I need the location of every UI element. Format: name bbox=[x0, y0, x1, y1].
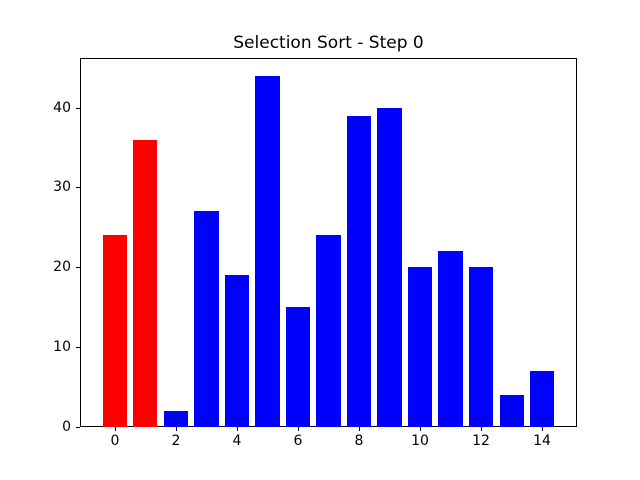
bar-6 bbox=[285, 307, 311, 427]
y-tick-label-30: 30 bbox=[53, 179, 71, 195]
x-tick-mark-8 bbox=[359, 427, 360, 431]
x-tick-mark-10 bbox=[420, 427, 421, 431]
y-tick-label-10: 10 bbox=[53, 339, 71, 355]
x-tick-label-8: 8 bbox=[354, 433, 364, 449]
y-tick-mark-10 bbox=[76, 347, 80, 348]
x-tick-label-2: 2 bbox=[171, 433, 181, 449]
y-tick-mark-20 bbox=[76, 267, 80, 268]
x-tick-label-14: 14 bbox=[533, 433, 551, 449]
x-tick-label-4: 4 bbox=[232, 433, 242, 449]
x-tick-mark-0 bbox=[115, 427, 116, 431]
x-tick-mark-2 bbox=[176, 427, 177, 431]
bar-13 bbox=[499, 395, 524, 427]
x-tick-mark-4 bbox=[237, 427, 238, 431]
bar-5 bbox=[255, 75, 280, 427]
y-tick-label-20: 20 bbox=[53, 259, 71, 275]
bar-1 bbox=[133, 139, 158, 427]
bar-14 bbox=[530, 371, 555, 427]
x-tick-label-6: 6 bbox=[293, 433, 303, 449]
x-tick-label-10: 10 bbox=[411, 433, 429, 449]
y-tick-mark-0 bbox=[76, 427, 80, 428]
bar-4 bbox=[224, 275, 250, 427]
x-tick-label-12: 12 bbox=[472, 433, 490, 449]
bar-12 bbox=[468, 267, 494, 427]
bar-3 bbox=[194, 211, 219, 427]
bar-2 bbox=[163, 411, 188, 427]
x-tick-label-0: 0 bbox=[110, 433, 120, 449]
chart-title: Selection Sort - Step 0 bbox=[233, 33, 424, 53]
x-tick-mark-6 bbox=[298, 427, 299, 431]
y-tick-mark-40 bbox=[76, 108, 80, 109]
bar-10 bbox=[407, 267, 433, 427]
y-tick-label-0: 0 bbox=[62, 419, 71, 435]
bars-layer bbox=[80, 58, 577, 427]
x-tick-mark-12 bbox=[481, 427, 482, 431]
bar-9 bbox=[377, 107, 402, 427]
y-tick-label-40: 40 bbox=[53, 100, 71, 116]
x-tick-mark-14 bbox=[542, 427, 543, 431]
bar-11 bbox=[438, 251, 463, 427]
bar-7 bbox=[316, 235, 341, 427]
bar-8 bbox=[346, 115, 372, 427]
y-tick-mark-30 bbox=[76, 187, 80, 188]
bar-0 bbox=[102, 235, 127, 427]
